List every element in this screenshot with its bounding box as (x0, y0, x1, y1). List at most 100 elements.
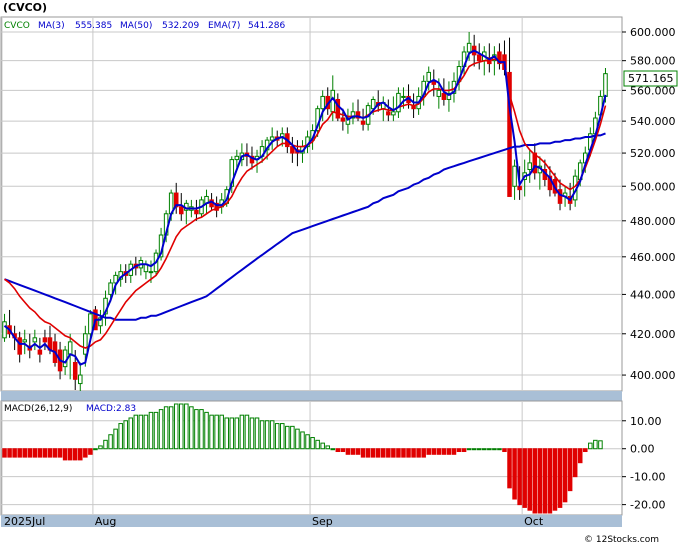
price-tick-label: 540.000 (630, 115, 676, 128)
macd-bar-positive (173, 403, 179, 450)
macd-bar-negative (537, 448, 543, 514)
legend-ema7: EMA(7) (208, 21, 240, 31)
macd-x-axis: 2025Jul Aug Sep Oct (4, 515, 544, 528)
x-tick-label-bottom: Aug (95, 515, 116, 528)
macd-tick-label: 10.00 (630, 415, 662, 428)
macd-bar-negative (370, 448, 376, 458)
macd-bar-positive (598, 440, 603, 450)
macd-value-label: MACD:2.83 (86, 404, 136, 414)
macd-bar-negative (2, 448, 7, 458)
candle-up (98, 317, 103, 327)
macd-bar-negative (17, 448, 22, 458)
macd-bar-negative (386, 448, 391, 458)
macd-bar-negative (62, 448, 68, 461)
candle-down (340, 117, 346, 122)
price-panel (0, 16, 623, 392)
macd-bar-negative (57, 448, 63, 458)
macd-bar-positive (310, 437, 315, 450)
macd-bar-positive (330, 448, 336, 451)
macd-bar-positive (320, 442, 325, 450)
macd-bar-negative (83, 448, 88, 458)
macd-bar-negative (583, 448, 588, 453)
macd-bar-negative (421, 448, 426, 458)
candle-up (426, 71, 431, 82)
macd-bar-positive (128, 417, 134, 450)
macd-bar-negative (78, 448, 83, 461)
last-price-label: 571.165 (628, 72, 674, 85)
candle-down (507, 71, 512, 197)
legend-ema7-value: 541.286 (248, 21, 285, 31)
candle-up (108, 282, 113, 295)
candle-up (148, 271, 154, 274)
macd-bar-positive (118, 423, 123, 450)
x-tick-label-bottom: Sep (312, 515, 333, 528)
candle-down (194, 209, 199, 215)
legend: CVCO MA(3) 555.385 MA(50) 532.209 EMA(7)… (4, 21, 285, 31)
x-tick-label-bottom: 2025Jul (4, 515, 45, 528)
macd-bar-negative (431, 448, 437, 455)
macd-bar-positive (204, 411, 209, 450)
macd-bar-positive (264, 420, 270, 450)
copyright: © 12Stocks.com (584, 535, 659, 545)
candle-up (32, 337, 38, 343)
price-tick-label: 520.000 (630, 147, 676, 160)
macd-bar-negative (416, 448, 421, 458)
candle-up (603, 73, 608, 97)
macd-bar-positive (466, 448, 472, 451)
macd-bar-positive (290, 425, 295, 450)
last-price-badge (623, 70, 678, 87)
macd-bar-positive (285, 425, 290, 450)
macd-bar-negative (32, 448, 38, 458)
candle-up (396, 92, 401, 113)
macd-bar-negative (375, 448, 381, 458)
macd-bar-positive (194, 409, 199, 450)
macd-bar-positive (274, 423, 280, 450)
candle-up (88, 313, 93, 335)
legend-symbol: CVCO (4, 21, 30, 31)
macd-bar-negative (355, 448, 361, 455)
candle-up (269, 136, 275, 141)
macd-bar-negative (335, 448, 341, 453)
macd-bar-negative (547, 448, 553, 514)
macd-bar-positive (179, 403, 184, 450)
x-tick-label-bottom: Oct (524, 515, 544, 528)
candle-down (517, 185, 522, 191)
macd-bar-negative (381, 448, 386, 458)
price-tick-label: 400.000 (630, 369, 676, 382)
macd-label: MACD(26,12,9) (4, 404, 72, 414)
candle-up (401, 95, 406, 98)
macd-bar-negative (461, 448, 467, 453)
legend-ma3: MA(3) (38, 21, 65, 31)
macd-bar-negative (512, 448, 517, 500)
legend-ma3-value: 555.385 (75, 21, 112, 31)
macd-bar-negative (345, 448, 351, 455)
price-tick-label: 460.000 (630, 251, 676, 264)
macd-bar-positive (153, 411, 159, 450)
macd-bar-negative (441, 448, 447, 455)
macd-bar-positive (214, 414, 219, 450)
candle-up (350, 111, 356, 119)
macd-bar-negative (572, 448, 578, 478)
macd-bar-positive (163, 406, 169, 450)
macd-bar-positive (259, 420, 265, 450)
macd-bar-positive (305, 434, 310, 450)
macd-bar-negative (552, 448, 558, 511)
macd-bar-positive (93, 448, 98, 451)
candle-down (557, 189, 563, 204)
macd-bar-negative (517, 448, 522, 506)
macd-bar-positive (476, 448, 482, 451)
macd-bar-negative (522, 448, 527, 508)
macd-bar-positive (168, 406, 174, 450)
moving-average-lines (3, 49, 607, 366)
price-tick-label: 500.000 (630, 180, 676, 193)
candle-up (320, 95, 325, 110)
macd-bar-positive (219, 414, 224, 450)
candle-up (78, 374, 83, 385)
macd-bar-positive (315, 439, 320, 450)
macd-bar-negative (532, 448, 538, 514)
x-axis-band (1, 391, 622, 401)
candle-down (355, 111, 361, 119)
candle-down (335, 98, 341, 119)
macd-bar-positive (224, 417, 229, 450)
